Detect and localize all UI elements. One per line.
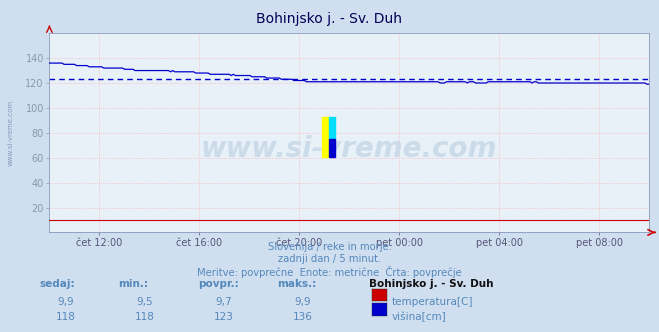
Text: povpr.:: povpr.: — [198, 279, 239, 289]
Text: Slovenija / reke in morje.: Slovenija / reke in morje. — [268, 242, 391, 252]
Text: 9,9: 9,9 — [295, 297, 312, 307]
Text: višina[cm]: višina[cm] — [392, 312, 447, 322]
Text: 9,9: 9,9 — [57, 297, 74, 307]
Bar — [322, 117, 329, 157]
Text: zadnji dan / 5 minut.: zadnji dan / 5 minut. — [278, 254, 381, 264]
Text: Bohinjsko j. - Sv. Duh: Bohinjsko j. - Sv. Duh — [256, 12, 403, 26]
Bar — [329, 117, 335, 139]
Text: 9,5: 9,5 — [136, 297, 154, 307]
Text: 118: 118 — [135, 312, 155, 322]
Text: 118: 118 — [56, 312, 76, 322]
Text: 136: 136 — [293, 312, 313, 322]
Text: 123: 123 — [214, 312, 234, 322]
Text: Bohinjsko j. - Sv. Duh: Bohinjsko j. - Sv. Duh — [369, 279, 494, 289]
Text: www.si-vreme.com: www.si-vreme.com — [7, 100, 13, 166]
Text: www.si-vreme.com: www.si-vreme.com — [201, 135, 498, 163]
Text: 9,7: 9,7 — [215, 297, 233, 307]
Text: min.:: min.: — [119, 279, 149, 289]
Text: Meritve: povprečne  Enote: metrične  Črta: povprečje: Meritve: povprečne Enote: metrične Črta:… — [197, 266, 462, 278]
Bar — [329, 139, 335, 157]
Text: maks.:: maks.: — [277, 279, 316, 289]
Text: sedaj:: sedaj: — [40, 279, 75, 289]
Text: temperatura[C]: temperatura[C] — [392, 297, 474, 307]
